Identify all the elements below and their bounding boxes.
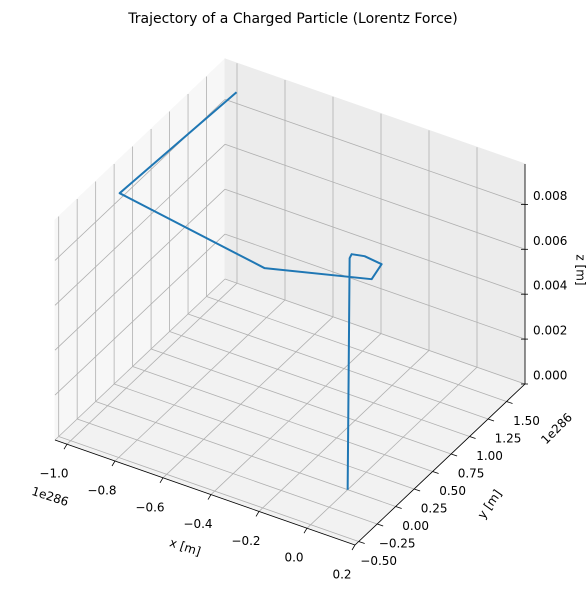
x-tick-label: 0.2: [332, 568, 351, 582]
z-axis-label: z [m]: [574, 254, 586, 285]
trajectory-line: [118, 91, 383, 490]
x-offset-label: 1e286: [30, 484, 70, 509]
grid-line: [132, 366, 433, 472]
grid-line: [224, 99, 526, 205]
x-tick-label: −0.2: [231, 534, 260, 548]
y-tick-label: −0.25: [379, 537, 416, 551]
grid-line: [224, 278, 526, 385]
grid-line: [150, 348, 452, 455]
x-tick-label: 0.0: [284, 551, 303, 565]
grid-line: [206, 296, 507, 402]
grid-line: [224, 188, 526, 295]
chart-title: Trajectory of a Charged Particle (Lorent…: [127, 11, 457, 27]
y-tick: [358, 541, 365, 544]
y-axis-label: y [m]: [475, 487, 505, 521]
x-tick-label: −0.6: [135, 500, 164, 514]
x-axis-label: x [m]: [168, 535, 203, 558]
y-tick-label: 0.75: [458, 467, 485, 481]
x-tick: [351, 544, 356, 551]
grid-line: [224, 233, 526, 340]
y-tick-label: 0.25: [421, 502, 448, 516]
y-offset-label: 1e286: [538, 410, 575, 447]
y-tick: [377, 523, 384, 527]
x-tick-label: −0.4: [183, 517, 212, 531]
grid-line: [306, 366, 478, 529]
z-tick-label: 0.004: [533, 279, 567, 293]
grid-line: [54, 144, 226, 306]
x-tick: [159, 477, 164, 484]
grid-line: [162, 316, 334, 479]
grid-line: [210, 333, 382, 495]
z-tick-label: 0.002: [533, 324, 567, 338]
x-tick: [111, 460, 116, 467]
x-tick: [63, 443, 68, 450]
y-tick-label: 0.50: [439, 484, 466, 498]
z-tick-label: 0.000: [533, 369, 567, 383]
grid-line: [187, 313, 489, 420]
grid-line: [58, 436, 359, 542]
y-tick-label: 1.50: [513, 414, 540, 428]
grid-line: [95, 401, 396, 507]
grid-line: [169, 331, 470, 437]
y-tick-label: 1.00: [476, 449, 503, 463]
x-tick: [207, 494, 212, 500]
y-tick-label: −0.50: [360, 554, 397, 568]
grid-line: [66, 282, 238, 445]
x-axis-line: [54, 439, 356, 546]
grid-line: [114, 299, 286, 462]
y-tick: [450, 453, 458, 457]
x-tick: [303, 527, 308, 534]
y-tick: [395, 506, 402, 509]
grid-line: [54, 233, 226, 396]
x-tick-label: −0.8: [87, 484, 116, 498]
x-tick-label: −1.0: [39, 467, 68, 481]
y-tick: [432, 471, 439, 474]
grid-line: [224, 143, 526, 250]
grid-line: [113, 383, 415, 490]
grid-line: [77, 418, 378, 525]
z-tick-label: 0.008: [533, 189, 567, 203]
y-tick-label: 0.00: [402, 519, 429, 533]
y-tick: [487, 418, 495, 422]
y-tick: [469, 436, 476, 439]
z-tick-label: 0.006: [533, 234, 567, 248]
x-tick: [255, 511, 260, 517]
y-tick: [506, 401, 513, 404]
y-axis-line: [354, 383, 526, 546]
grid-line: [54, 188, 226, 351]
y-tick-label: 1.25: [495, 432, 522, 446]
grid-line: [258, 350, 430, 512]
grid-line: [54, 278, 226, 441]
y-tick: [414, 488, 421, 492]
